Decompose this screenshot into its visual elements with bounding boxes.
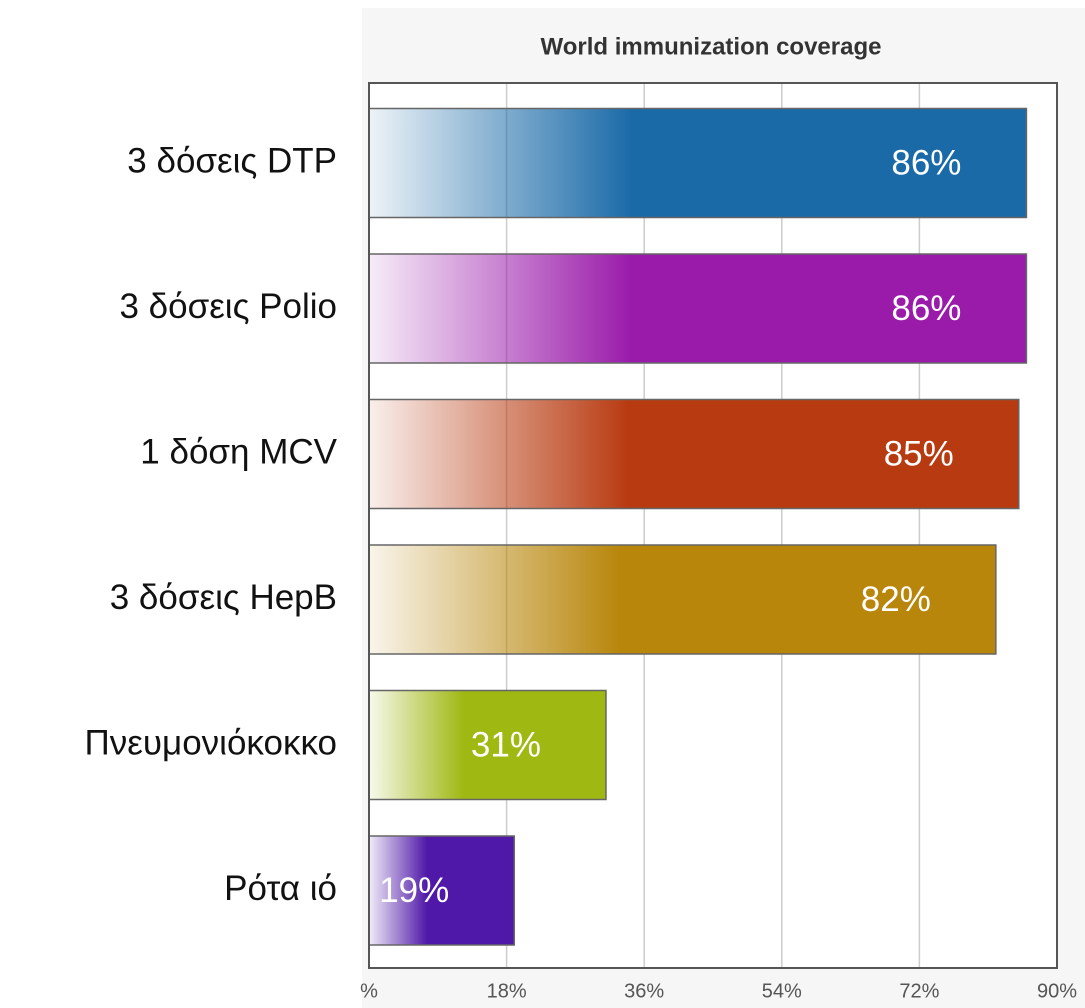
category-label: Πνευμονιόκοκκο [85,723,337,762]
bar [368,107,1028,219]
x-tick-label: 54% [762,980,802,1002]
chart-title: World immunization coverage [541,33,882,60]
plot-area [369,83,1057,968]
plot-frame [368,82,1058,969]
bar [368,835,515,946]
bar [368,689,607,801]
x-tick-label: % [360,980,378,1002]
x-tick-label: 36% [624,980,664,1002]
value-label: 31% [471,725,541,764]
value-label: 86% [891,143,961,182]
value-label: 82% [861,580,931,619]
value-label: 86% [891,289,961,328]
category-label: 3 δόσεις DTP [127,141,337,180]
x-tick-label: 90% [1037,980,1077,1002]
bar [368,544,997,655]
category-label: 1 δόση MCV [140,432,337,471]
bar [368,253,1028,364]
value-label: 85% [884,434,954,473]
value-label: 19% [379,871,449,910]
bar [368,398,1020,510]
category-label: 3 δόσεις Polio [119,287,337,326]
x-tick-label: 18% [487,980,527,1002]
category-label: 3 δόσεις HepB [110,578,337,617]
category-label: Ρότα ιό [224,869,337,908]
x-tick-label: 72% [899,980,939,1002]
